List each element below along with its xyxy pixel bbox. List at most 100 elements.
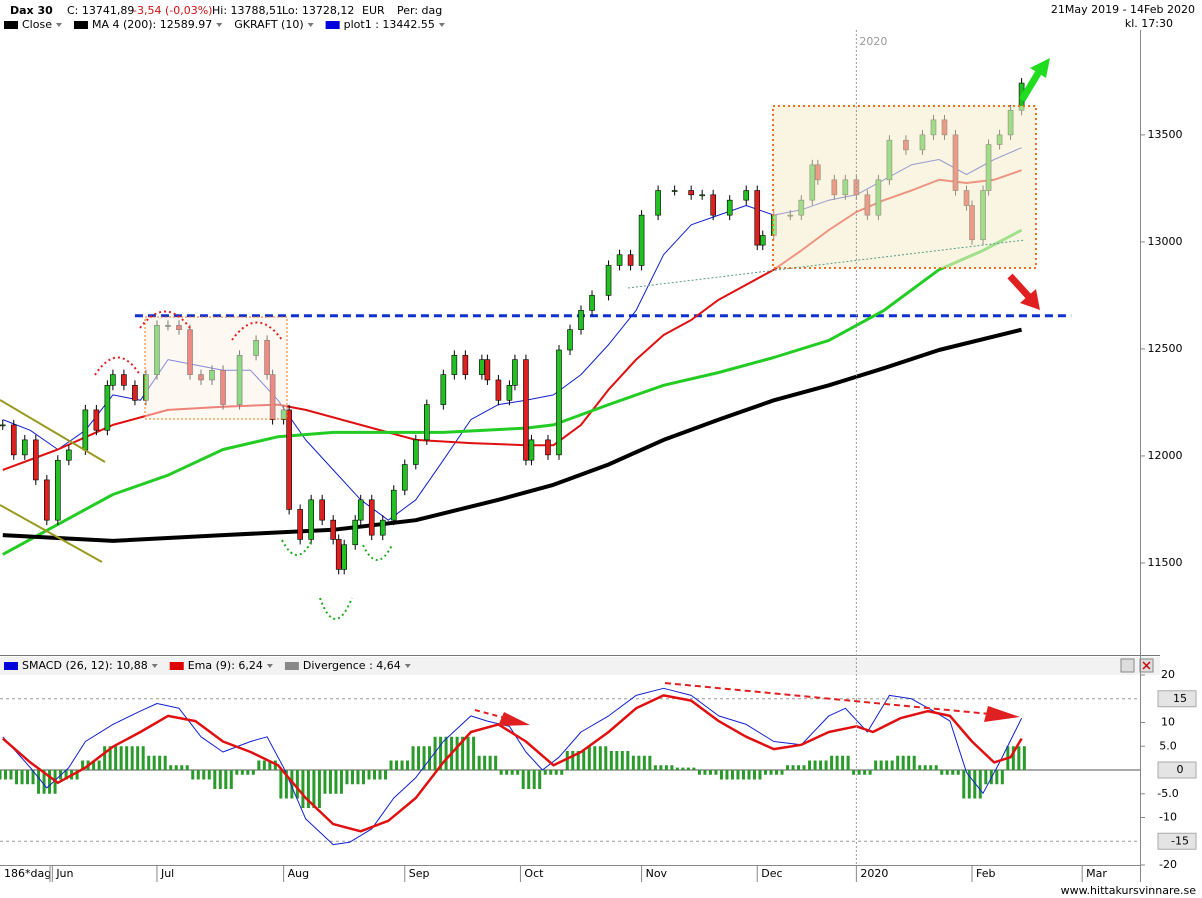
- candle: [605, 265, 612, 296]
- time-text: kl. 17:30: [1125, 17, 1173, 30]
- y-tick-label: -10: [1159, 811, 1177, 824]
- divergence-bar: [940, 770, 944, 775]
- divergence-bar: [301, 770, 305, 808]
- range-box: [144, 316, 288, 420]
- legend-dropdown: [55, 23, 62, 27]
- divergence-bar: [554, 770, 558, 775]
- divergence-bar: [81, 760, 85, 770]
- divergence-bar: [229, 770, 233, 789]
- x-tick-label: Oct: [524, 867, 544, 880]
- high-text: Hi: 13788,51: [212, 4, 283, 17]
- candle: [671, 190, 678, 192]
- divergence-bar: [268, 760, 272, 770]
- annotations: [0, 58, 1050, 726]
- reference-label: -15: [1171, 834, 1189, 847]
- legend-label: plot1 : 13442.55: [344, 18, 435, 31]
- settings-button[interactable]: [1120, 658, 1135, 673]
- lower-panel: 20 10 5.0 -5.0 -10 -20 15 0 -15: [0, 668, 1197, 871]
- divergence-bar: [395, 760, 399, 770]
- divergence-bar: [879, 760, 883, 770]
- divergence-bar: [284, 770, 288, 799]
- divergence-bar: [378, 770, 382, 780]
- candle: [484, 359, 491, 381]
- divergence-bar: [367, 770, 371, 780]
- x-tick-label: Dec: [761, 867, 782, 880]
- divergence-bar: [48, 770, 52, 794]
- divergence-bar: [730, 770, 734, 780]
- legend-dropdown: [404, 664, 411, 668]
- divergence-bar: [461, 736, 465, 770]
- divergence-bar: [532, 770, 536, 789]
- candle: [66, 449, 72, 461]
- divergence-bar: [251, 770, 255, 775]
- legend-label: Close: [22, 18, 52, 31]
- legend-dropdown: [216, 23, 223, 27]
- up-arrow: [1018, 68, 1044, 102]
- divergence-bar: [615, 751, 619, 770]
- divergence-bar: [626, 751, 630, 770]
- divergence-bar: [642, 755, 646, 770]
- reference-label: 15: [1173, 692, 1187, 705]
- legend-swatch: [284, 662, 299, 670]
- y-tick-label: 12500: [1148, 342, 1183, 355]
- candle: [110, 374, 116, 386]
- divergence-bar: [328, 770, 332, 794]
- divergence-bar: [1000, 770, 1004, 785]
- divergence-bar: [984, 770, 988, 785]
- symbol: Dax 30: [10, 4, 53, 17]
- divergence-bar: [764, 770, 768, 775]
- divergence-bar: [681, 767, 685, 770]
- divergence-bar: [433, 736, 437, 770]
- divergence-bar: [565, 751, 569, 770]
- candle: [132, 385, 138, 401]
- legend-swatch: [4, 21, 18, 29]
- down-arrow: [1007, 273, 1033, 301]
- divergence-bar: [907, 755, 911, 770]
- legends: Close MA 4 (200): 12589.97 GKRAFT (10) plot…: [4, 18, 445, 672]
- divergence-bar: [505, 770, 509, 775]
- reference-box: [1157, 761, 1197, 779]
- header: Dax 30 C: 13741,89 -3,54 (-0,03%) Hi: 13…: [10, 3, 1195, 30]
- divergence-bar: [147, 755, 151, 770]
- divergence-bar: [890, 760, 894, 770]
- divergence-bar: [697, 770, 701, 775]
- divergence-bar: [912, 755, 916, 770]
- trend-line: [0, 399, 106, 463]
- candle: [93, 409, 100, 431]
- legend-label: Ema (9): 6,24: [188, 659, 263, 672]
- divergence-bar: [108, 746, 112, 770]
- legend-swatch: [169, 662, 184, 670]
- divergence-bar: [901, 755, 905, 770]
- candle: [401, 464, 408, 491]
- divergence-bar: [802, 765, 806, 770]
- bottom-arc: [362, 544, 393, 561]
- candle: [440, 374, 447, 405]
- candle: [424, 404, 430, 441]
- y-tick-label: -20: [1159, 858, 1177, 871]
- divergence-bar: [334, 770, 338, 794]
- candle: [10, 424, 17, 456]
- candle: [341, 544, 348, 570]
- divergence-bar: [312, 770, 316, 808]
- indicator-line: [2, 687, 1023, 846]
- legend-swatch: [4, 662, 18, 670]
- divergence-bar: [130, 746, 134, 770]
- divergence-bar: [956, 770, 960, 775]
- divergence-bar: [339, 770, 343, 794]
- divergence-bar: [775, 770, 779, 775]
- divergence-bar: [455, 736, 459, 770]
- divergence-bar: [1022, 746, 1026, 770]
- divergence-bar: [868, 770, 872, 775]
- candle: [589, 295, 595, 311]
- y-tick-label: 13000: [1148, 235, 1183, 248]
- divergence-bar: [587, 746, 591, 770]
- divergence-bar: [791, 765, 795, 770]
- divergence-bar: [417, 746, 421, 770]
- divergence-bar: [136, 746, 140, 770]
- divergence-bar: [163, 755, 167, 770]
- divergence-bar: [653, 765, 657, 770]
- candle: [616, 254, 623, 266]
- divergence-bar: [103, 746, 107, 770]
- divergence-bar: [499, 770, 503, 775]
